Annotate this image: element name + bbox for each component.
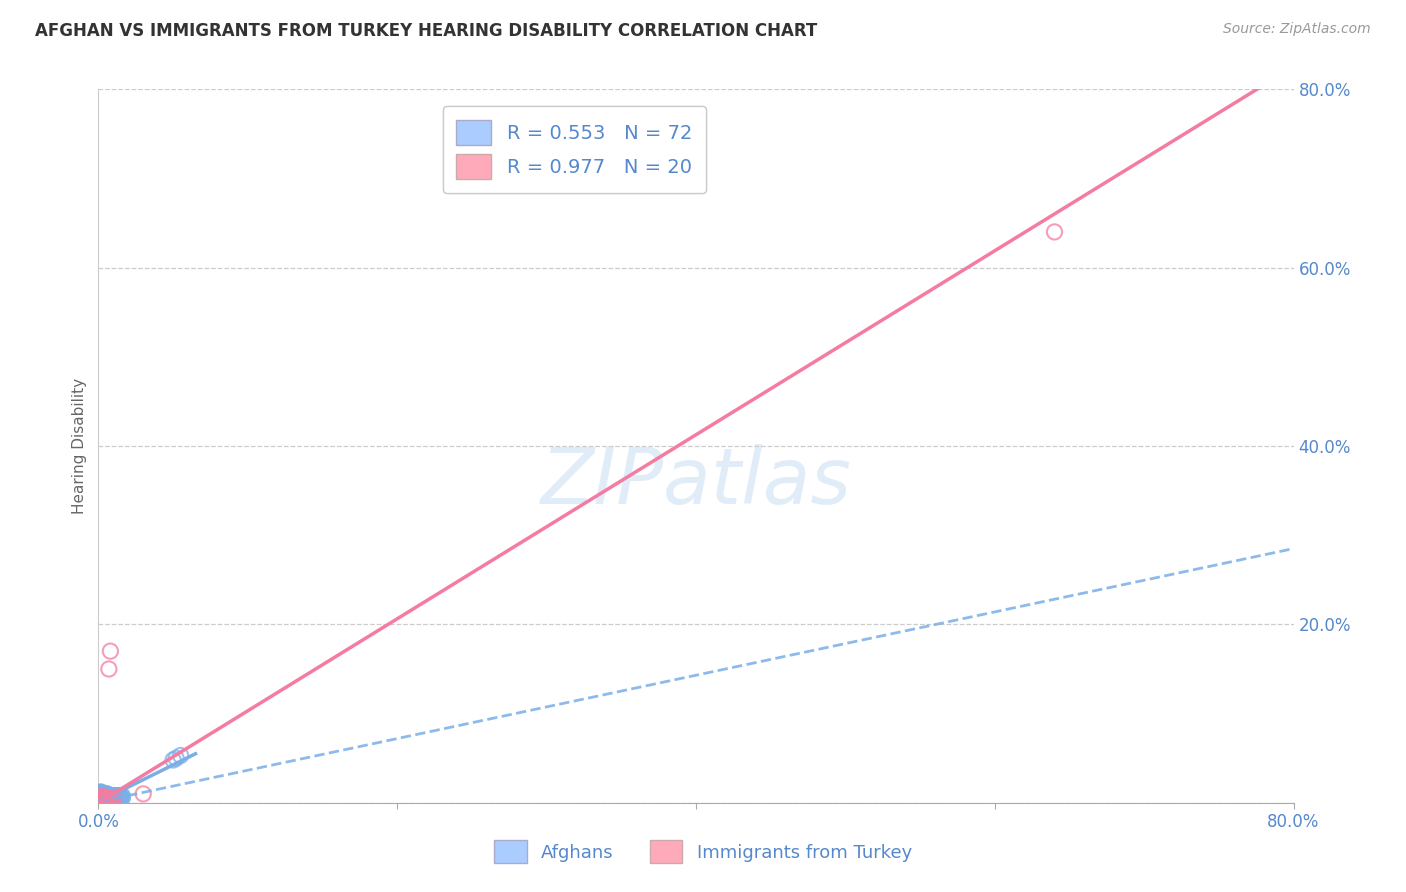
Point <box>94 789 117 803</box>
Point <box>89 785 111 799</box>
Point <box>108 789 131 803</box>
Point <box>96 787 118 801</box>
Point <box>93 791 115 805</box>
Point <box>90 794 112 808</box>
Point <box>94 794 117 808</box>
Point <box>98 789 122 803</box>
Point <box>90 790 112 805</box>
Point <box>97 789 120 803</box>
Point <box>98 793 122 807</box>
Point <box>89 793 111 807</box>
Point <box>93 788 115 802</box>
Point <box>89 794 111 808</box>
Point <box>91 791 114 805</box>
Point <box>90 789 112 803</box>
Point <box>97 793 120 807</box>
Point <box>91 793 114 807</box>
Point <box>93 787 115 801</box>
Point <box>103 791 125 805</box>
Point <box>91 788 114 802</box>
Point <box>89 791 111 805</box>
Point <box>107 791 129 805</box>
Point <box>105 791 128 805</box>
Text: Source: ZipAtlas.com: Source: ZipAtlas.com <box>1223 22 1371 37</box>
Point <box>97 794 120 808</box>
Point <box>90 785 112 799</box>
Point <box>94 793 117 807</box>
Point <box>90 786 112 800</box>
Point <box>96 793 118 807</box>
Point <box>101 789 124 803</box>
Point <box>90 793 112 807</box>
Point <box>89 786 111 800</box>
Point <box>91 789 114 804</box>
Point <box>96 791 118 805</box>
Point <box>93 794 115 808</box>
Point <box>90 787 112 801</box>
Point <box>104 789 127 803</box>
Point <box>91 793 114 807</box>
Point <box>90 791 112 805</box>
Point <box>103 791 125 805</box>
Point <box>91 790 114 805</box>
Point <box>91 791 114 805</box>
Point <box>110 789 132 803</box>
Point <box>94 787 117 801</box>
Point <box>103 789 125 803</box>
Point <box>91 794 114 808</box>
Point <box>90 791 112 805</box>
Point <box>89 792 111 806</box>
Point <box>94 791 117 805</box>
Point <box>89 790 111 805</box>
Point <box>90 793 112 807</box>
Point <box>89 793 111 807</box>
Point <box>89 789 111 804</box>
Point <box>93 793 115 807</box>
Point <box>93 791 115 805</box>
Point <box>90 792 112 806</box>
Legend: R = 0.553   N = 72, R = 0.977   N = 20: R = 0.553 N = 72, R = 0.977 N = 20 <box>443 106 706 193</box>
Point <box>90 789 112 803</box>
Point <box>104 791 127 805</box>
Point <box>96 791 118 805</box>
Point <box>96 793 118 807</box>
Point <box>111 791 134 805</box>
Point <box>89 787 111 801</box>
Point <box>96 794 118 808</box>
Point <box>1043 225 1066 239</box>
Point <box>90 788 112 802</box>
Point <box>107 789 129 803</box>
Point <box>132 787 155 801</box>
Point <box>93 789 115 804</box>
Point <box>94 793 117 807</box>
Point <box>90 793 112 807</box>
Point <box>110 791 132 805</box>
Point <box>98 644 122 658</box>
Point <box>105 789 128 803</box>
Point <box>93 789 115 803</box>
Point <box>91 789 114 803</box>
Text: ZIPatlas: ZIPatlas <box>540 443 852 520</box>
Point <box>96 789 118 803</box>
Point <box>89 788 111 802</box>
Legend: Afghans, Immigrants from Turkey: Afghans, Immigrants from Turkey <box>484 830 922 874</box>
Point <box>91 793 114 807</box>
Y-axis label: Hearing Disability: Hearing Disability <box>72 378 87 514</box>
Point <box>101 793 124 807</box>
Point <box>165 751 187 765</box>
Point <box>98 791 122 805</box>
Point <box>101 791 124 805</box>
Point <box>111 789 134 803</box>
Point <box>94 791 117 805</box>
Point <box>97 791 120 805</box>
Point <box>91 787 114 801</box>
Point <box>162 753 184 767</box>
Point <box>169 748 191 763</box>
Point <box>108 791 131 805</box>
Point <box>93 793 115 807</box>
Text: AFGHAN VS IMMIGRANTS FROM TURKEY HEARING DISABILITY CORRELATION CHART: AFGHAN VS IMMIGRANTS FROM TURKEY HEARING… <box>35 22 817 40</box>
Point <box>97 662 120 676</box>
Point <box>90 789 112 804</box>
